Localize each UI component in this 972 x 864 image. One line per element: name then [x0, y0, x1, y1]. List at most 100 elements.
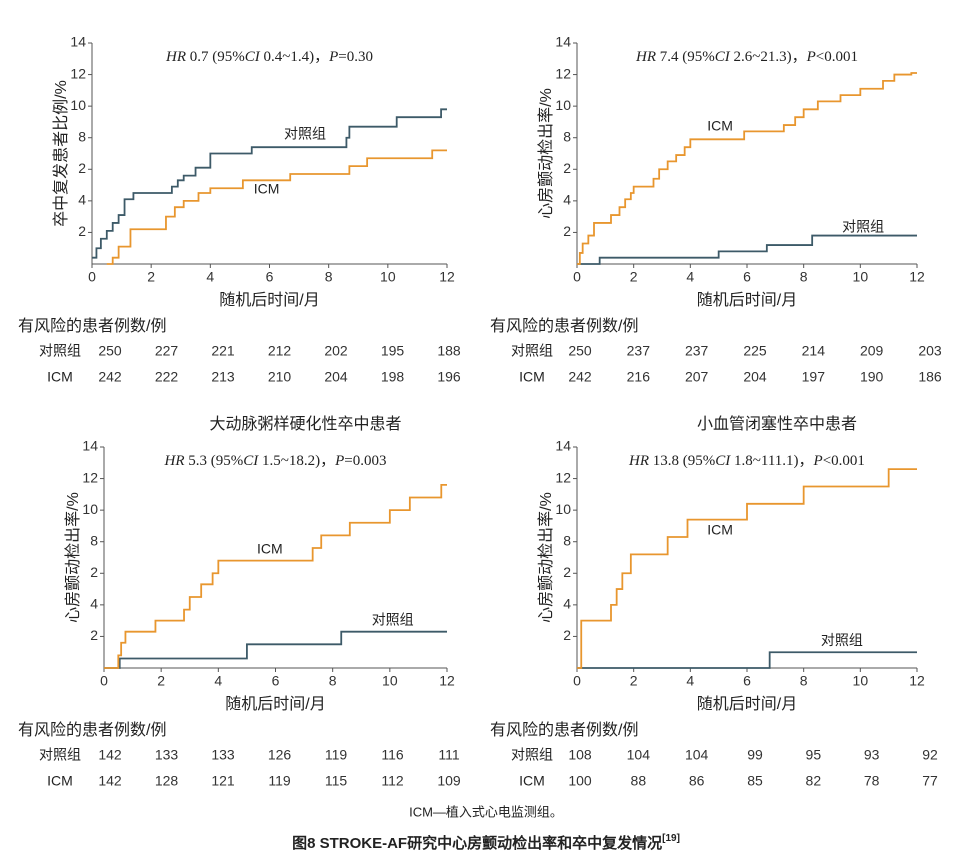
x-tick-label: 8 [800, 269, 808, 285]
risk-row-name: ICM [519, 773, 545, 789]
x-tick-label: 2 [630, 269, 638, 285]
annotation-part: <0.001 [823, 453, 865, 469]
annotation-part: CI [715, 49, 731, 65]
x-axis-label: 随机后时间/月 [697, 291, 797, 309]
y-tick-label: 14 [70, 34, 86, 50]
y-axis-label: 心房颤动检出率/% [537, 492, 555, 623]
x-tick-label: 10 [853, 269, 869, 285]
risk-count: 207 [685, 369, 709, 385]
risk-count: 115 [325, 773, 348, 789]
y-tick-label: 8 [90, 532, 98, 548]
series-label: 对照组 [821, 632, 863, 648]
y-tick-label: 12 [70, 65, 86, 81]
risk-count: 109 [437, 773, 461, 789]
x-tick-label: 8 [325, 269, 333, 285]
risk-count: 204 [743, 369, 767, 385]
risk-count: 197 [802, 369, 826, 385]
step-line [577, 651, 917, 669]
annotation-part: 1.5~18.2)， [258, 453, 335, 469]
y-tick-label: 2 [90, 564, 98, 580]
risk-count: 202 [324, 343, 348, 359]
risk-count: 95 [806, 747, 822, 763]
annotation-part: CI [715, 453, 731, 469]
annotation-part: 7.4 (95% [656, 49, 715, 65]
x-tick-label: 12 [439, 269, 455, 285]
caption-ref: [19] [662, 833, 680, 844]
x-tick-label: 0 [573, 673, 581, 689]
risk-count: 195 [381, 343, 405, 359]
risk-row-name: ICM [519, 369, 545, 385]
risk-count: 142 [98, 773, 122, 789]
risk-count: 222 [155, 369, 179, 385]
x-tick-label: 12 [909, 673, 925, 689]
x-tick-label: 12 [909, 269, 925, 285]
risk-count: 209 [860, 343, 884, 359]
y-tick-label: 4 [78, 192, 86, 208]
annotation: HR 7.4 (95%CI 2.6~21.3)，P<0.001 [635, 49, 858, 65]
y-tick-label: 10 [555, 501, 571, 517]
risk-row-name: 对照组 [39, 343, 81, 359]
step-line [577, 234, 917, 265]
risk-count: 213 [211, 369, 235, 385]
risk-count: 116 [381, 747, 404, 763]
risk-count: 119 [268, 773, 291, 789]
x-tick-label: 8 [800, 673, 808, 689]
risk-count: 112 [381, 773, 404, 789]
x-tick-label: 0 [88, 269, 96, 285]
annotation-part: 0.4~1.4)， [260, 49, 329, 65]
y-tick-label: 12 [555, 469, 571, 485]
y-tick-label: 8 [78, 128, 86, 144]
y-tick-label: 10 [82, 501, 98, 517]
step-line [104, 630, 447, 669]
x-tick-label: 6 [743, 673, 751, 689]
risk-count: 190 [860, 369, 884, 385]
x-tick-label: 10 [382, 673, 398, 689]
annotation-part: =0.30 [338, 49, 373, 65]
y-tick-label: 2 [563, 223, 571, 239]
y-tick-label: 14 [555, 438, 571, 454]
y-tick-label: 14 [82, 438, 98, 454]
risk-count: 88 [631, 773, 647, 789]
annotation-part: P [334, 453, 344, 469]
y-tick-label: 2 [563, 160, 571, 176]
y-tick-label: 2 [563, 627, 571, 643]
step-line [577, 72, 917, 265]
risk-count: 186 [918, 369, 942, 385]
risk-count: 142 [98, 747, 122, 763]
risk-table-title: 有风险的患者例数/例 [18, 721, 166, 739]
risk-count: 250 [98, 343, 122, 359]
series-label: ICM [254, 181, 280, 197]
x-tick-label: 4 [686, 269, 694, 285]
risk-count: 225 [743, 343, 767, 359]
annotation-part: CI [243, 453, 259, 469]
annotation-part: HR [628, 453, 649, 469]
risk-count: 212 [268, 343, 292, 359]
x-tick-label: 2 [630, 673, 638, 689]
y-axis-label: 卒中复发患者比例/% [52, 80, 70, 227]
x-tick-label: 2 [147, 269, 155, 285]
y-tick-label: 2 [78, 223, 86, 239]
risk-count: 198 [381, 369, 405, 385]
footnote: ICM—植入式心电监测组。 [409, 804, 563, 819]
risk-count: 111 [438, 747, 459, 763]
x-tick-label: 4 [686, 673, 694, 689]
series-label: ICM [707, 521, 733, 537]
x-tick-label: 10 [853, 673, 869, 689]
y-tick-label: 8 [563, 532, 571, 548]
risk-row-name: 对照组 [511, 343, 553, 359]
annotation-part: 1.8~111.1)， [730, 453, 813, 469]
annotation: HR 5.3 (95%CI 1.5~18.2)，P=0.003 [163, 453, 386, 469]
series-label: 对照组 [842, 218, 884, 234]
chart-title: 大动脉粥样硬化性卒中患者 [209, 415, 401, 433]
y-tick-label: 4 [563, 192, 571, 208]
risk-count: 93 [864, 747, 880, 763]
annotation-part: P [813, 453, 823, 469]
x-tick-label: 0 [573, 269, 581, 285]
x-tick-label: 10 [380, 269, 396, 285]
risk-count: 104 [627, 747, 651, 763]
step-line [92, 108, 447, 259]
risk-count: 227 [155, 343, 179, 359]
x-axis-label: 随机后时间/月 [225, 695, 325, 713]
annotation-part: HR [635, 49, 656, 65]
annotation-part: P [806, 49, 816, 65]
